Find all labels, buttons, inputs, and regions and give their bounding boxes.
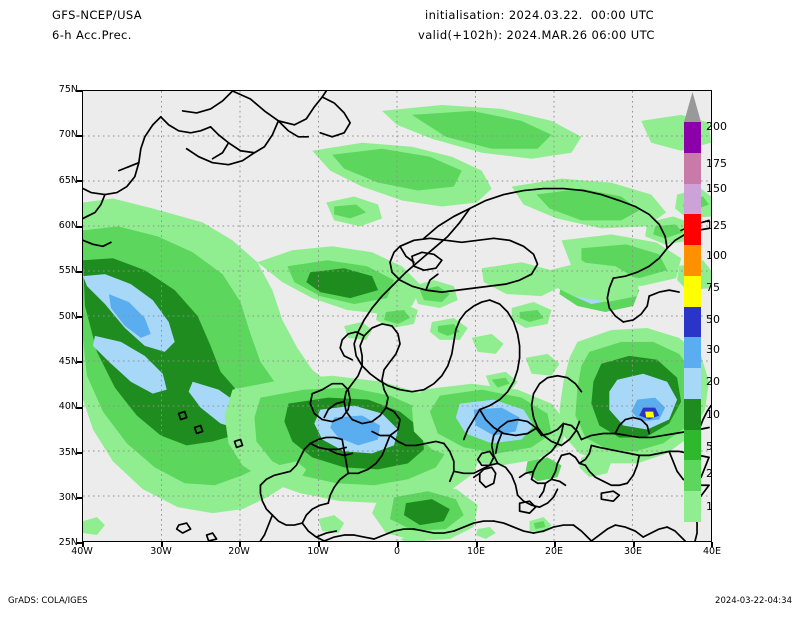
lat-tick-35N: 35N — [58, 447, 78, 458]
lat-tick-60N: 60N — [58, 220, 78, 231]
colorbar-label-10: 10 — [706, 408, 720, 421]
colorbar-band-30 — [684, 337, 701, 369]
colorbar-band-1 — [684, 491, 701, 522]
colorbar-band-100 — [684, 245, 701, 276]
lon-tick-mark — [397, 542, 399, 547]
colorbar-label-150: 150 — [706, 182, 727, 195]
valid-time: valid(+102h): 2024.MAR.26 06:00 UTC — [418, 28, 655, 42]
colorbar-band-150 — [684, 183, 701, 215]
lon-tick-10E: 10E — [466, 546, 486, 557]
colorbar-band-175 — [684, 152, 701, 184]
colorbar-band-75 — [684, 275, 701, 307]
lon-tick-20W: 20W — [228, 546, 250, 557]
lat-tick-mark — [77, 497, 82, 499]
colorbar-band-10 — [684, 398, 701, 430]
lat-tick-mark — [77, 361, 82, 363]
lat-tick-55N: 55N — [58, 265, 78, 276]
colorbar-label-175: 175 — [706, 157, 727, 170]
colorbar-band-50 — [684, 306, 701, 338]
colorbar-label-200: 200 — [706, 120, 727, 133]
coastlines — [83, 91, 711, 541]
lon-tick-0: 0 — [393, 546, 401, 557]
lon-tick-mark — [633, 542, 635, 547]
footer-timestamp: 2024-03-22-04:34 — [715, 596, 792, 606]
lat-tick-mark — [77, 180, 82, 182]
colorbar-label-125: 125 — [706, 219, 727, 232]
lat-tick-mark — [77, 452, 82, 454]
lat-tick-mark — [77, 271, 82, 273]
lat-tick-65N: 65N — [58, 175, 78, 186]
colorbar-label-20: 20 — [706, 375, 720, 388]
lon-tick-mark — [554, 542, 556, 547]
lat-tick-mark — [77, 135, 82, 137]
lon-tick-mark — [711, 542, 713, 547]
lon-tick-mark — [476, 542, 478, 547]
lat-tick-mark — [77, 542, 82, 544]
lon-tick-mark — [161, 542, 163, 547]
lon-tick-30W: 30W — [150, 546, 172, 557]
lon-tick-10W: 10W — [307, 546, 329, 557]
lat-tick-mark — [77, 90, 82, 92]
lat-tick-mark — [77, 407, 82, 409]
lat-tick-mark — [77, 316, 82, 318]
colorbar-label-30: 30 — [706, 343, 720, 356]
lat-tick-70N: 70N — [58, 129, 78, 140]
precipitation-map — [83, 91, 711, 541]
map-gridlines — [83, 91, 711, 541]
lon-tick-40E: 40E — [702, 546, 722, 557]
lat-tick-25N: 25N — [58, 537, 78, 548]
colorbar-label-50: 50 — [706, 313, 720, 326]
colorbar-label-5: 5 — [706, 440, 713, 453]
precip-shading — [83, 104, 711, 541]
colorbar-overflow-arrow — [684, 92, 701, 122]
map-plot-area — [82, 90, 712, 542]
colorbar-band-2 — [684, 460, 701, 492]
model-title: GFS-NCEP/USA — [52, 8, 143, 22]
initialisation-time: initialisation: 2024.03.22. 00:00 UTC — [425, 8, 655, 22]
lat-tick-40N: 40N — [58, 401, 78, 412]
field-title: 6-h Acc.Prec. — [52, 28, 132, 42]
lat-tick-30N: 30N — [58, 492, 78, 503]
colorbar-band-125 — [684, 214, 701, 246]
lon-tick-mark — [82, 542, 84, 547]
lon-tick-40W: 40W — [71, 546, 93, 557]
lon-tick-20E: 20E — [544, 546, 564, 557]
colorbar-band-5 — [684, 429, 701, 461]
colorbar-label-1: 1 — [706, 500, 713, 513]
lon-tick-mark — [239, 542, 241, 547]
colorbar-label-100: 100 — [706, 249, 727, 262]
lon-tick-mark — [318, 542, 320, 547]
colorbar-band-20 — [684, 368, 701, 399]
colorbar — [684, 122, 701, 522]
colorbar-label-75: 75 — [706, 281, 720, 294]
lat-tick-50N: 50N — [58, 311, 78, 322]
colorbar-label-2: 2 — [706, 467, 713, 480]
lon-tick-30E: 30E — [623, 546, 643, 557]
footer-credit: GrADS: COLA/IGES — [8, 596, 88, 606]
lat-tick-75N: 75N — [58, 84, 78, 95]
lat-tick-45N: 45N — [58, 356, 78, 367]
colorbar-band-200 — [684, 122, 701, 153]
lat-tick-mark — [77, 226, 82, 228]
